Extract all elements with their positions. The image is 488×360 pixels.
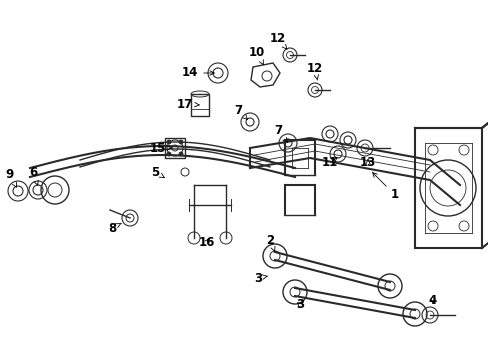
Bar <box>191 94 208 116</box>
Text: 10: 10 <box>248 45 264 65</box>
Text: 3: 3 <box>253 271 267 284</box>
Text: 16: 16 <box>199 235 215 248</box>
Text: 7: 7 <box>233 104 247 120</box>
Text: 12: 12 <box>269 31 286 50</box>
Text: 5: 5 <box>151 166 164 179</box>
Text: 11: 11 <box>321 157 337 170</box>
Circle shape <box>179 140 183 144</box>
Text: 17: 17 <box>177 98 199 111</box>
Text: 3: 3 <box>295 298 304 311</box>
Text: 15: 15 <box>149 141 171 154</box>
Text: 13: 13 <box>359 157 375 170</box>
Text: 8: 8 <box>108 221 121 234</box>
Circle shape <box>167 152 171 156</box>
Text: 14: 14 <box>182 67 214 80</box>
Text: 1: 1 <box>372 173 398 202</box>
Text: 12: 12 <box>306 62 323 80</box>
Text: 7: 7 <box>273 123 287 142</box>
Circle shape <box>179 152 183 156</box>
Circle shape <box>167 140 171 144</box>
Bar <box>164 138 184 158</box>
Text: 4: 4 <box>428 293 436 306</box>
Text: 6: 6 <box>29 166 38 185</box>
Text: 9: 9 <box>6 168 17 187</box>
Text: 2: 2 <box>265 234 274 252</box>
